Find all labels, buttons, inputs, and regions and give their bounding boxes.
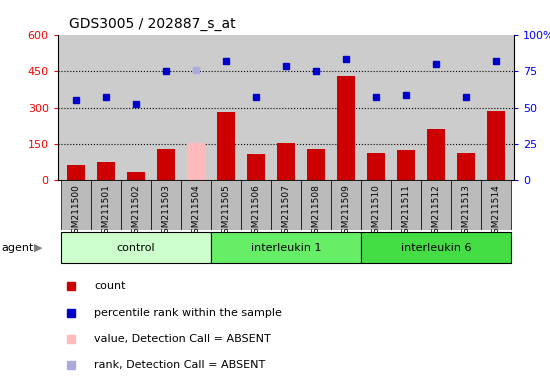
Text: GSM211500: GSM211500 <box>72 184 80 239</box>
Bar <box>481 180 512 230</box>
Bar <box>361 232 512 263</box>
Text: GDS3005 / 202887_s_at: GDS3005 / 202887_s_at <box>69 17 235 31</box>
Bar <box>60 232 211 263</box>
Bar <box>241 180 271 230</box>
Text: control: control <box>117 243 155 253</box>
Bar <box>457 152 475 180</box>
Text: interleukin 1: interleukin 1 <box>251 243 321 253</box>
Bar <box>121 180 151 230</box>
Bar <box>127 172 145 180</box>
Text: GSM211508: GSM211508 <box>311 184 321 239</box>
Bar <box>421 180 451 230</box>
Bar <box>301 180 331 230</box>
Text: percentile rank within the sample: percentile rank within the sample <box>94 308 282 318</box>
Bar <box>391 180 421 230</box>
Text: rank, Detection Call = ABSENT: rank, Detection Call = ABSENT <box>94 360 266 370</box>
Bar <box>427 129 445 180</box>
Text: GSM211506: GSM211506 <box>251 184 261 239</box>
Bar <box>157 149 175 180</box>
Bar <box>217 113 235 180</box>
Text: GSM211501: GSM211501 <box>101 184 111 239</box>
Text: GSM211514: GSM211514 <box>492 184 500 239</box>
Bar <box>91 180 121 230</box>
Bar <box>67 165 85 180</box>
Text: GSM211513: GSM211513 <box>461 184 471 239</box>
Bar <box>247 154 265 180</box>
Text: interleukin 6: interleukin 6 <box>401 243 471 253</box>
Text: count: count <box>94 281 126 291</box>
Bar <box>271 180 301 230</box>
Bar <box>211 232 361 263</box>
Bar <box>451 180 481 230</box>
Bar <box>151 180 181 230</box>
Text: GSM211505: GSM211505 <box>222 184 230 239</box>
Text: GSM211510: GSM211510 <box>372 184 381 239</box>
Bar <box>97 162 115 180</box>
Text: value, Detection Call = ABSENT: value, Detection Call = ABSENT <box>94 334 271 344</box>
Bar <box>397 150 415 180</box>
Text: ▶: ▶ <box>34 243 42 253</box>
Text: GSM211503: GSM211503 <box>161 184 170 239</box>
Bar <box>181 180 211 230</box>
Bar <box>211 180 241 230</box>
Text: GSM211512: GSM211512 <box>432 184 441 239</box>
Bar <box>367 152 385 180</box>
Bar <box>487 111 505 180</box>
Text: GSM211511: GSM211511 <box>402 184 411 239</box>
Bar <box>60 180 91 230</box>
Bar <box>307 149 325 180</box>
Text: GSM211507: GSM211507 <box>282 184 290 239</box>
Bar <box>331 180 361 230</box>
Text: agent: agent <box>1 243 34 253</box>
Text: GSM211504: GSM211504 <box>191 184 200 239</box>
Bar <box>187 143 205 180</box>
Bar <box>277 143 295 180</box>
Text: GSM211502: GSM211502 <box>131 184 140 239</box>
Bar <box>361 180 391 230</box>
Text: GSM211509: GSM211509 <box>342 184 350 239</box>
Bar <box>337 76 355 180</box>
